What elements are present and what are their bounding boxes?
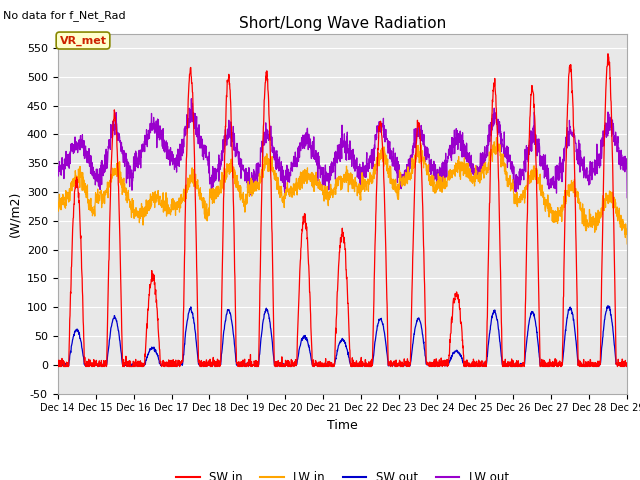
- Legend: SW in, LW in, SW out, LW out: SW in, LW in, SW out, LW out: [172, 466, 513, 480]
- Y-axis label: (W/m2): (W/m2): [8, 191, 21, 237]
- Title: Short/Long Wave Radiation: Short/Long Wave Radiation: [239, 16, 446, 31]
- X-axis label: Time: Time: [327, 419, 358, 432]
- Text: No data for f_Net_Rad: No data for f_Net_Rad: [3, 10, 126, 21]
- Text: VR_met: VR_met: [60, 36, 106, 46]
